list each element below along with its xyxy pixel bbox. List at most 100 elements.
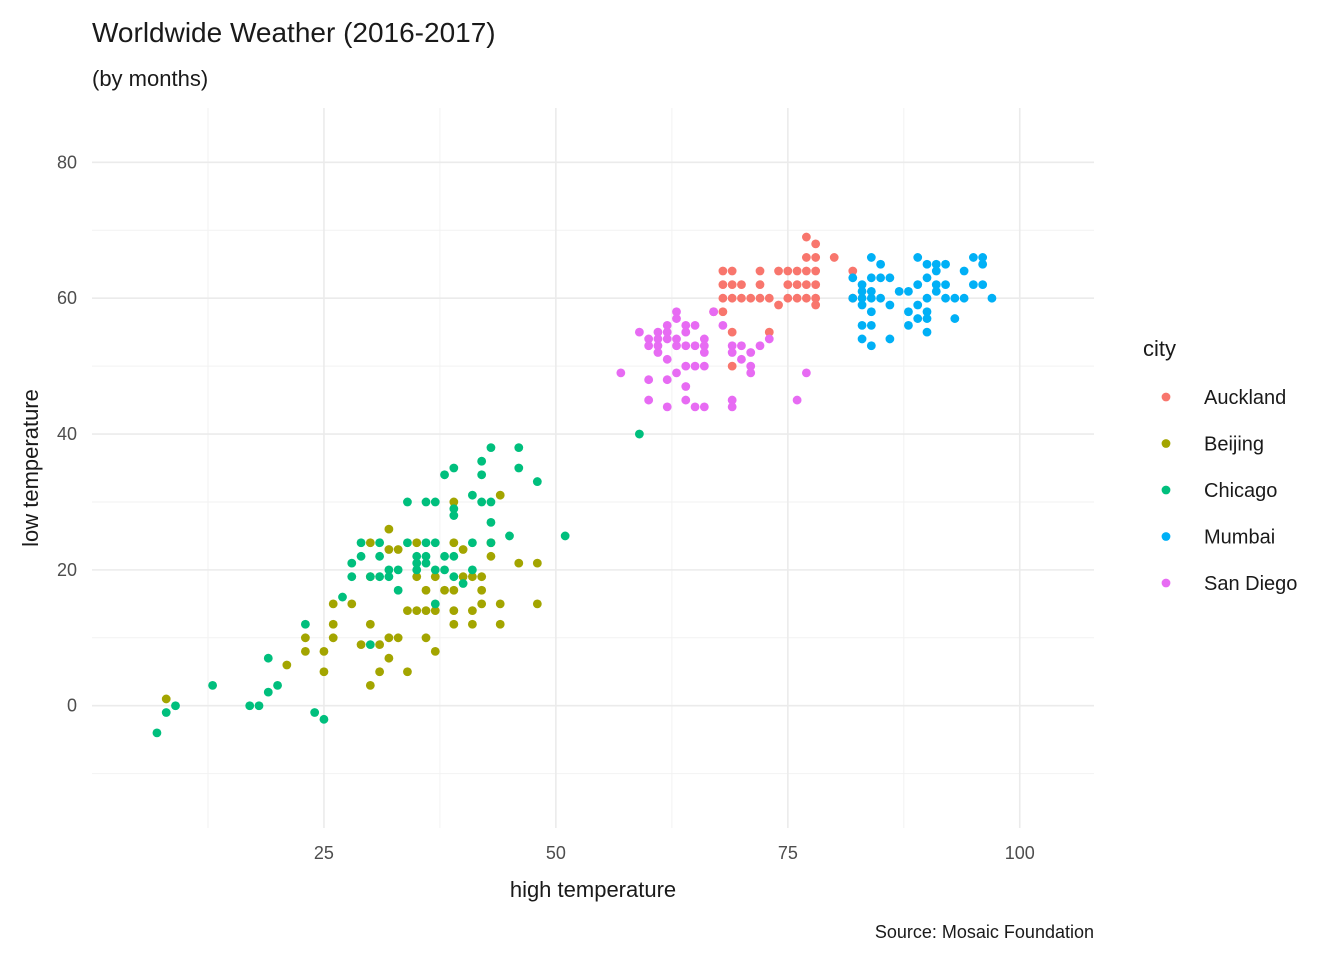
legend-label-san-diego: San Diego [1204,573,1297,595]
y-axis-label: low temperature [18,389,43,547]
point-auckland [774,300,783,310]
point-auckland [727,280,737,290]
point-chicago [486,517,496,527]
point-beijing [375,640,385,650]
point-beijing [319,646,329,656]
legend-key-auckland [1161,392,1171,402]
point-auckland [764,293,774,303]
point-chicago [430,565,440,575]
point-beijing [532,599,542,609]
point-beijing [403,667,412,677]
point-mumbai [931,286,941,296]
point-beijing [328,599,338,609]
point-mumbai [857,334,867,344]
point-san-diego [644,375,654,385]
point-san-diego [672,334,681,344]
point-auckland [727,293,737,303]
point-mumbai [894,286,904,296]
x-axis-tick-labels: 25 50 75 100 [314,843,1035,863]
point-beijing [384,633,394,643]
point-chicago [467,565,477,575]
point-mumbai [959,293,969,303]
point-beijing [412,606,422,616]
point-san-diego [690,320,700,330]
point-mumbai [876,293,886,303]
point-chicago [440,551,449,561]
point-san-diego [662,334,672,344]
point-mumbai [987,293,997,303]
point-auckland [811,300,821,310]
point-mumbai [913,314,923,323]
point-san-diego [699,341,709,351]
point-chicago [254,701,264,711]
point-san-diego [709,307,719,317]
point-chicago [477,456,487,466]
point-beijing [440,585,449,595]
point-san-diego [672,341,681,351]
legend: city Auckland Beijing Chicago Mumbai San Die… [1143,336,1297,595]
point-chicago [532,477,542,486]
point-chicago [171,701,180,711]
point-mumbai [978,253,988,262]
chart-title: Worldwide Weather (2016-2017) [92,17,496,48]
point-san-diego [690,361,700,371]
point-chicago [634,429,644,439]
point-mumbai [922,314,932,323]
point-san-diego [746,361,756,371]
x-tick-label: 75 [778,843,798,863]
point-san-diego [764,334,774,344]
legend-key-san-diego [1161,578,1171,588]
x-tick-label: 50 [546,843,566,863]
point-chicago [449,504,459,514]
point-san-diego [672,314,681,323]
point-auckland [727,266,737,276]
point-san-diego [672,307,681,317]
point-san-diego [681,327,691,337]
point-chicago [403,538,412,548]
point-beijing [495,619,505,629]
point-san-diego [699,402,709,412]
point-beijing [449,619,459,629]
point-chicago [365,572,375,582]
point-chicago [486,497,496,507]
point-mumbai [857,300,867,310]
point-chicago [356,551,366,561]
point-san-diego [718,320,728,330]
point-san-diego [727,341,737,351]
point-chicago [356,538,366,548]
point-mumbai [950,314,960,323]
point-mumbai [866,293,876,303]
point-auckland [774,266,783,276]
y-axis-tick-labels: 0 20 40 60 80 [57,152,77,715]
point-san-diego [644,395,654,405]
point-chicago [421,558,431,568]
point-beijing [412,538,422,548]
point-chicago [560,531,570,541]
point-san-diego [699,348,709,357]
point-auckland [755,293,765,303]
point-mumbai [913,300,923,310]
point-chicago [263,687,273,697]
point-beijing [375,667,385,677]
point-auckland [718,293,728,303]
point-chicago [208,680,218,690]
point-chicago [458,579,468,588]
point-auckland [783,293,793,303]
point-mumbai [922,307,932,317]
point-beijing [384,545,394,554]
point-beijing [328,633,338,643]
point-chicago [245,701,255,711]
point-chicago [152,728,162,738]
point-san-diego [644,334,654,344]
point-mumbai [885,300,895,310]
point-auckland [718,280,728,290]
point-auckland [737,293,746,303]
point-auckland [801,280,811,290]
point-chicago [514,463,524,473]
point-auckland [811,253,821,262]
point-san-diego [737,341,746,351]
legend-label-auckland: Auckland [1204,387,1286,409]
point-mumbai [913,280,923,290]
legend-key-chicago [1161,485,1171,495]
